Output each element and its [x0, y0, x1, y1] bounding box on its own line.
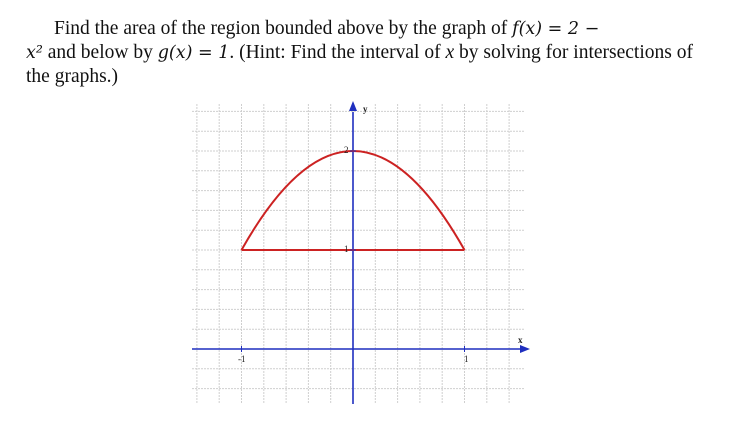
x-tick-label: -1	[238, 354, 246, 364]
text-line: x² and below by g(x) = 1. (Hint: Find th…	[26, 41, 746, 65]
y-arrow	[349, 101, 357, 111]
math: g(x) = 1	[157, 43, 230, 63]
problem-text: Find the area of the region bounded abov…	[26, 17, 746, 88]
text: by solving for intersections of	[454, 42, 693, 63]
math: f(x) = 2 −	[512, 19, 600, 39]
x-tick-label: 1	[464, 354, 469, 364]
text: the graphs.)	[26, 66, 119, 87]
text: Find the area of the region bounded abov…	[54, 18, 513, 39]
y-tick-label: 1	[344, 244, 349, 254]
text-line: the graphs.)	[26, 65, 746, 88]
y-tick-label: 2	[344, 145, 349, 155]
y-axis-label: y	[363, 104, 368, 114]
text: and below by	[42, 42, 158, 63]
x-axis-label: x	[518, 335, 523, 345]
text: . (Hint: Find the interval of	[229, 42, 446, 63]
math: x²	[26, 43, 43, 63]
x-arrow	[520, 345, 530, 353]
text-line: Find the area of the region bounded abov…	[26, 17, 746, 41]
math: x	[445, 42, 455, 63]
